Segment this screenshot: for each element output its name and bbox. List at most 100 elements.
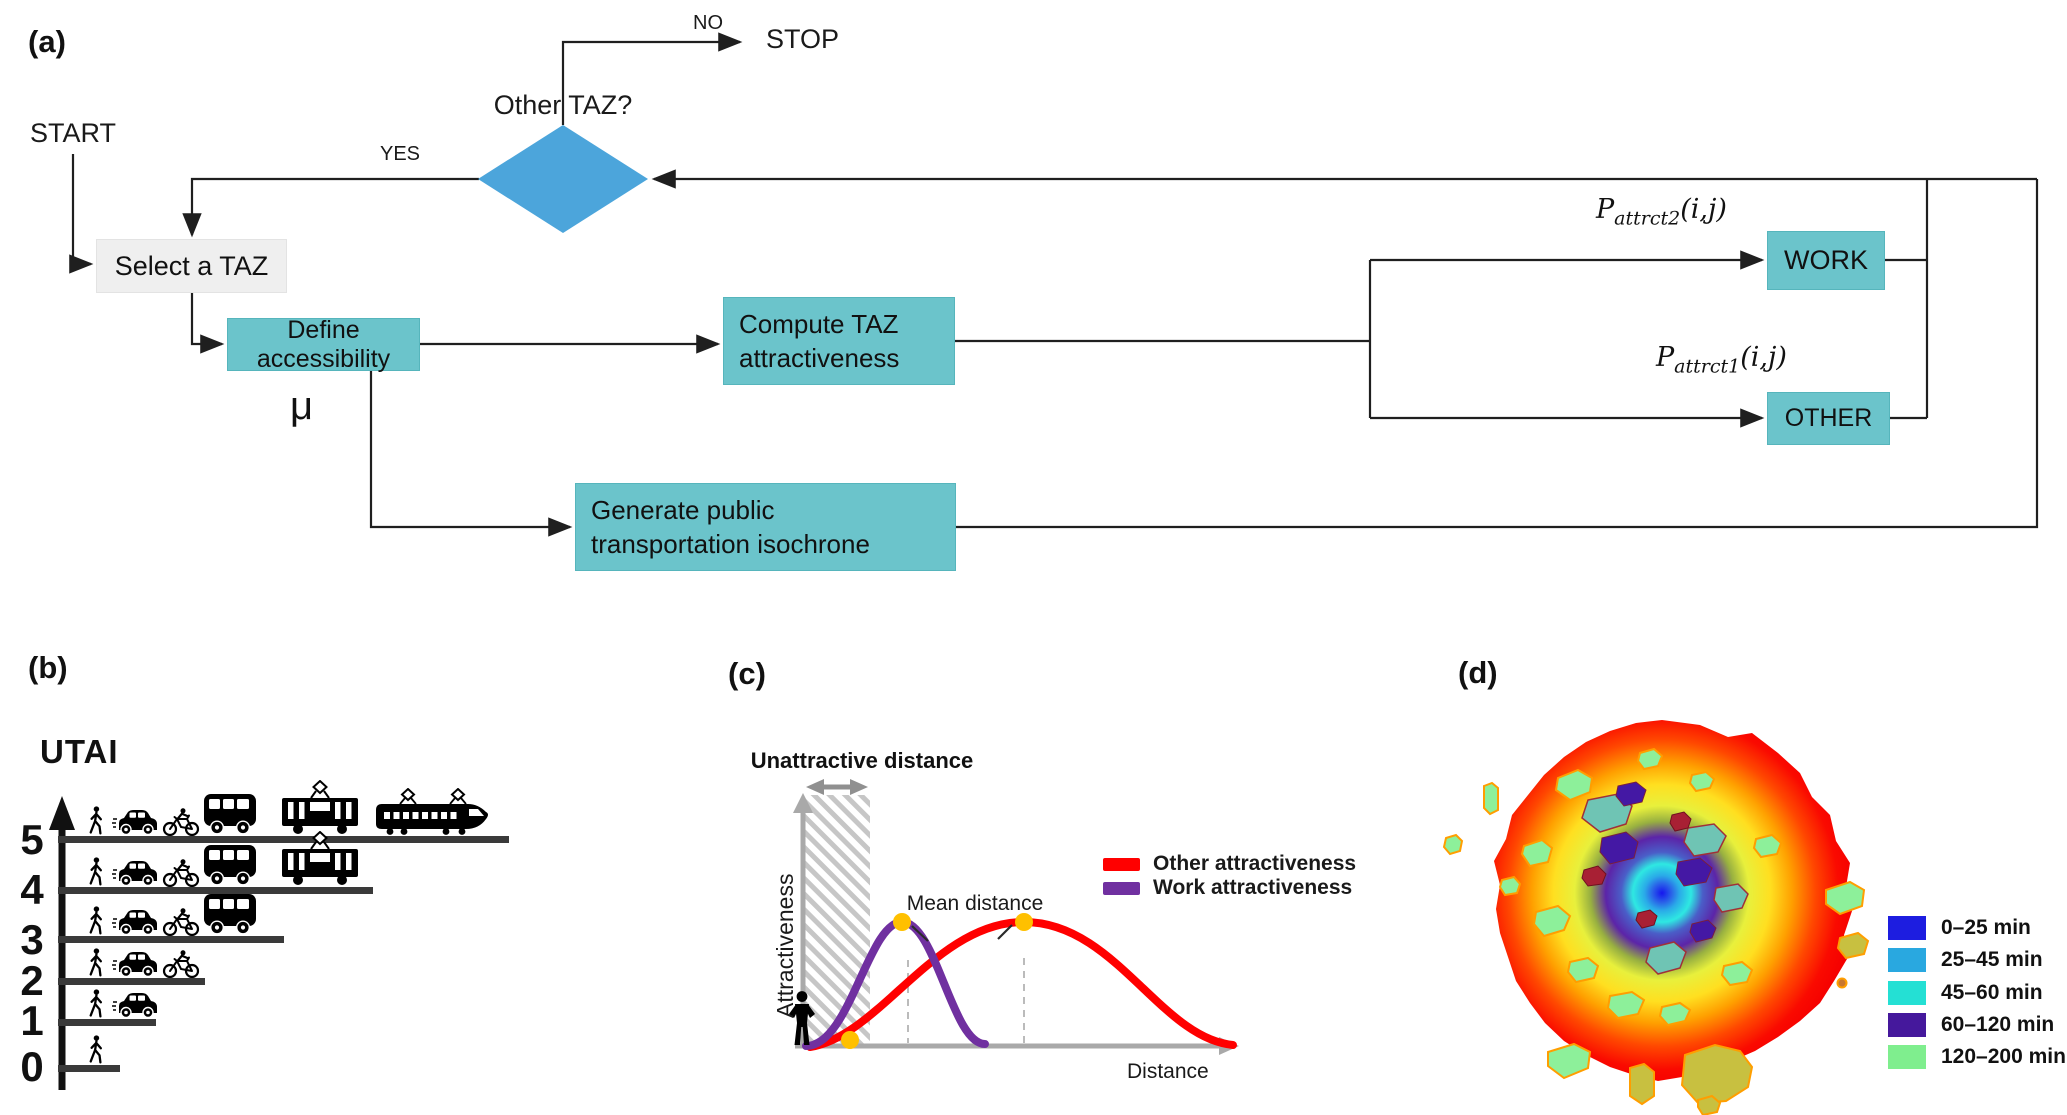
- generate-line2: transportation isochrone: [591, 529, 870, 559]
- panel-a-label: (a): [28, 24, 66, 59]
- other-peak-marker: [1015, 913, 1033, 931]
- start-label: START: [30, 118, 117, 148]
- car-icon: [112, 809, 158, 836]
- panel-d-label: (d): [1458, 655, 1498, 690]
- zone-60-120-swatch: [1888, 1013, 1926, 1037]
- compute-attractiveness-label: Compute TAZ attractiveness: [739, 307, 899, 376]
- zone-120-200-swatch: [1888, 1045, 1926, 1069]
- mean-distance-label: Mean distance: [906, 892, 1044, 915]
- work-label: WORK: [1784, 245, 1868, 275]
- car-icon: [112, 909, 158, 936]
- utai-level-0: 0: [20, 1043, 44, 1090]
- pedestrian-icon: [89, 989, 103, 1018]
- other-label: OTHER: [1784, 404, 1873, 432]
- decision-label: Other TAZ?: [493, 90, 633, 120]
- zone-25-45-label: 25–45 min: [1941, 948, 2043, 971]
- car-icon: [112, 860, 158, 887]
- bicycle-icon: [162, 950, 200, 978]
- p1-base: P: [1656, 342, 1675, 373]
- c-legend-work: Work attractiveness: [1103, 876, 1352, 900]
- zone-0-25-swatch: [1888, 916, 1926, 940]
- map-indigo-patches: [1599, 781, 1717, 943]
- bus-icon: [204, 845, 256, 886]
- utai-level-4: 4: [20, 866, 44, 913]
- work-box: WORK: [1767, 231, 1885, 290]
- car-icon: [112, 992, 158, 1019]
- mu-label: μ: [290, 384, 314, 428]
- work-peak-marker: [893, 913, 911, 931]
- d-legend-row-1: 25–45 min: [1888, 948, 2043, 972]
- attractiveness-chart: [789, 779, 1239, 1055]
- select-taz-box: Select a TAZ: [96, 239, 287, 293]
- pedestrian-icon: [89, 948, 103, 977]
- utai-level-1: 1: [20, 997, 44, 1044]
- zone-45-60-label: 45–60 min: [1941, 981, 2043, 1004]
- define-accessibility-box: Define accessibility: [227, 315, 420, 373]
- mean-distance-pointers: [911, 924, 1013, 942]
- d-legend-row-0: 0–25 min: [1888, 916, 2031, 940]
- utai-level-3: 3: [20, 916, 44, 963]
- flowchart-connectors: [69, 32, 2039, 537]
- bicycle-icon: [162, 908, 200, 936]
- p2-args: (i,j): [1680, 194, 1727, 225]
- bus-icon: [204, 794, 256, 835]
- pedestrian-icon: [89, 1035, 103, 1064]
- generate-isochrone-label: Generate public transportation isochrone: [591, 493, 870, 562]
- other-attractiveness-curve: [806, 917, 1237, 1051]
- pedestrian-icon: [89, 806, 103, 835]
- select-taz-label: Select a TAZ: [114, 250, 269, 281]
- zone-45-60-swatch: [1888, 981, 1926, 1005]
- isochrone-map: [1442, 720, 1870, 1115]
- pedestrian-icon: [89, 857, 103, 886]
- utai-level-5: 5: [20, 816, 44, 863]
- unattractive-band: [803, 795, 870, 1046]
- car-icon: [112, 951, 158, 978]
- generate-line1: Generate public: [591, 494, 775, 525]
- isochrone-blob: [1494, 720, 1852, 1081]
- y-axis-arrowhead: [793, 793, 813, 813]
- generate-isochrone-box: Generate public transportation isochrone: [575, 483, 956, 571]
- zone-25-45-swatch: [1888, 948, 1926, 972]
- p1-sub: attrct1: [1674, 355, 1741, 378]
- map-green-patches: [1442, 747, 1866, 1080]
- bus-icon: [204, 894, 256, 935]
- other-box: OTHER: [1767, 392, 1890, 445]
- d-legend-row-3: 60–120 min: [1888, 1013, 2054, 1037]
- compute-line1: Compute TAZ: [739, 308, 899, 339]
- utai-title: UTAI: [40, 733, 119, 770]
- compute-attractiveness-box: Compute TAZ attractiveness: [723, 297, 955, 385]
- no-label: NO: [693, 12, 723, 34]
- d-legend-row-2: 45–60 min: [1888, 981, 2043, 1005]
- train-icon: [375, 788, 489, 836]
- p1-args: (i,j): [1740, 342, 1787, 373]
- utai-shelves: [58, 836, 509, 1072]
- other-curve-legend-label: Other attractiveness: [1153, 852, 1357, 875]
- yes-label: YES: [380, 143, 421, 165]
- zone-120-200-label: 120–200 min: [1941, 1045, 2066, 1068]
- map-olive-satellites: [1629, 931, 1870, 1115]
- distance-axis-label: Distance: [1127, 1060, 1209, 1083]
- bicycle-icon: [162, 808, 200, 836]
- define-accessibility-label: Define accessibility: [256, 315, 391, 373]
- band-edge-marker: [841, 1031, 859, 1049]
- bicycle-icon: [162, 859, 200, 887]
- stop-label: STOP: [766, 24, 840, 54]
- zone-60-120-label: 60–120 min: [1941, 1013, 2055, 1036]
- p-attrct1-label: Pattrct1(i,j): [1656, 342, 1787, 377]
- work-curve-legend-label: Work attractiveness: [1153, 876, 1353, 899]
- zone-0-25-label: 0–25 min: [1941, 916, 2031, 939]
- tram-icon: [281, 780, 359, 835]
- p2-base: P: [1596, 194, 1615, 225]
- attractiveness-axis-label: Attractiveness: [772, 873, 798, 1018]
- d-legend-row-4: 120–200 min: [1888, 1045, 2066, 1069]
- pedestrian-icon: [89, 906, 103, 935]
- map-teal-patches: [1581, 793, 1749, 975]
- p2-sub: attrct2: [1614, 207, 1681, 230]
- decision-diamond: [478, 125, 648, 233]
- utai-level-2: 2: [20, 957, 44, 1004]
- panel-b-label: (b): [28, 650, 68, 685]
- compute-line2: attractiveness: [739, 343, 900, 373]
- c-legend-other: Other attractiveness: [1103, 852, 1356, 876]
- work-curve-swatch: [1103, 881, 1140, 895]
